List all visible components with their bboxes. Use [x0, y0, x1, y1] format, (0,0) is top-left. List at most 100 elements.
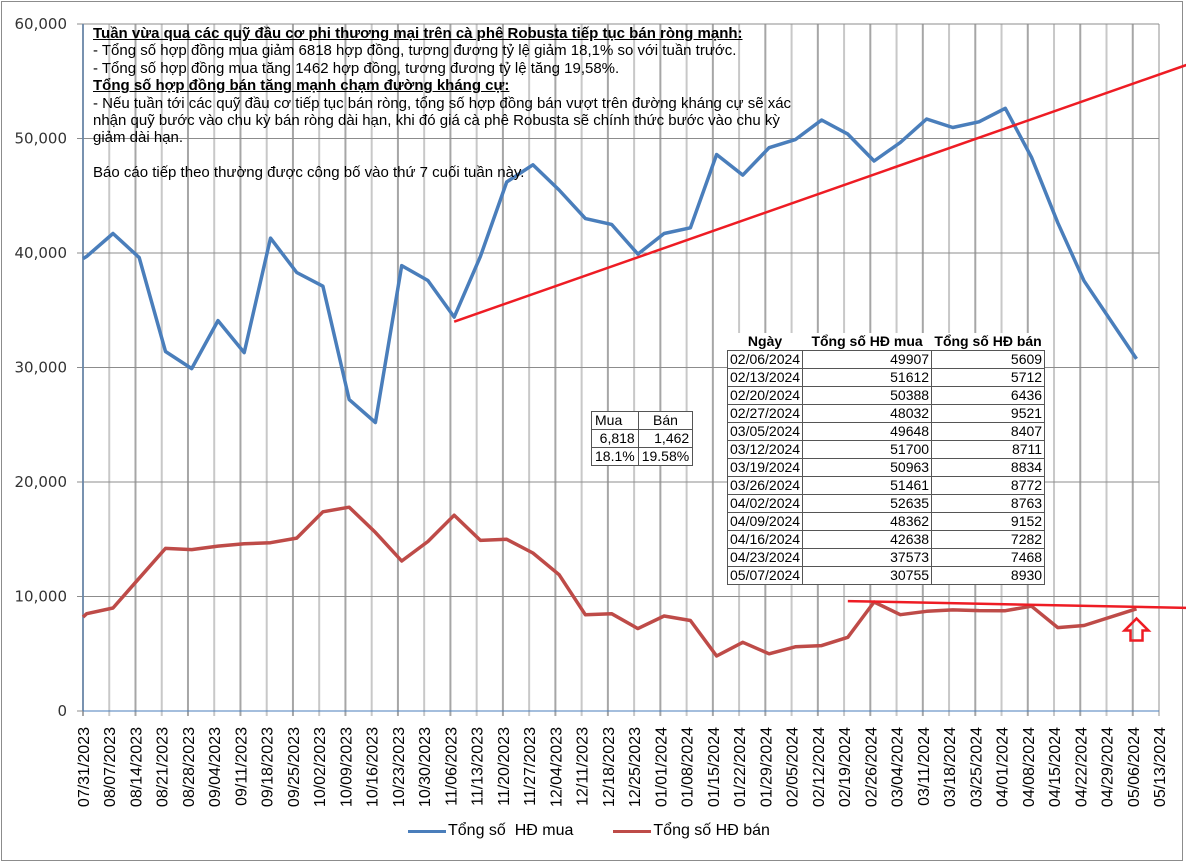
x-tick-label: 01/01/2024	[653, 727, 670, 807]
x-tick-label: 08/28/2023	[181, 727, 198, 807]
header-buy-total: Tổng số HĐ mua	[802, 333, 932, 351]
date-cell: 03/05/2024	[726, 422, 804, 441]
y-tick-label: 30,000	[15, 359, 68, 377]
x-tick-label: 09/25/2023	[286, 727, 303, 807]
x-tick-label: 11/20/2023	[496, 727, 513, 806]
sell-total-cell: 8763	[931, 494, 1046, 513]
sell-total-cell: 5609	[931, 350, 1046, 369]
chart-legend: Tổng số HĐ mua Tổng số HĐ bán	[408, 822, 770, 840]
table-row: 18.1% 19.58%	[591, 447, 694, 466]
x-tick-label: 02/26/2024	[863, 727, 880, 807]
sell-total-cell: 9521	[931, 404, 1046, 423]
buy-total-cell: 30755	[802, 566, 933, 585]
table-row: 05/07/2024 30755 8930	[726, 566, 1046, 585]
table-row: 04/02/2024 52635 8763	[726, 494, 1046, 513]
table-row: 6,818 1,462	[591, 429, 694, 448]
header-sell-total: Tổng số HĐ bán	[931, 333, 1045, 351]
x-tick-label: 02/12/2024	[811, 727, 828, 807]
next-report-note: Báo cáo tiếp theo thường được công bố và…	[93, 163, 525, 181]
date-cell: 04/09/2024	[726, 512, 804, 531]
sell-change-pct: 19.58%	[637, 447, 694, 466]
date-cell: 02/13/2024	[726, 368, 804, 387]
x-tick-label: 03/11/2024	[916, 727, 933, 806]
x-tick-label: 01/15/2024	[706, 727, 723, 807]
x-tick-label: 11/27/2023	[522, 727, 539, 806]
outlook-note: - Nếu tuần tới các quỹ đầu cơ tiếp tục b…	[93, 94, 792, 147]
table-header-row: Ngày Tổng số HĐ mua Tổng số HĐ bán	[727, 333, 1045, 351]
table-row: 04/23/2024 37573 7468	[726, 548, 1046, 567]
table-row: 03/12/2024 51700 8711	[726, 440, 1046, 459]
x-axis-tick-labels: 07/31/2023 08/07/2023 08/14/2023 08/21/2023…	[76, 727, 1169, 807]
y-tick-label: 50,000	[15, 130, 68, 148]
axes	[82, 24, 1159, 712]
date-cell: 04/16/2024	[726, 530, 804, 549]
trend-annotations	[453, 63, 1186, 642]
buy-contracts-note: - Tổng số hợp đồng mua giảm 6818 hợp đồn…	[93, 42, 737, 60]
sell-total-cell: 7468	[931, 548, 1046, 567]
table-row: 02/27/2024 48032 9521	[726, 404, 1046, 423]
buy-total-cell: 51461	[802, 476, 933, 495]
resistance-line-sell	[847, 599, 1186, 610]
buy-total-cell: 42638	[802, 530, 933, 549]
sell-total-cell: 6436	[931, 386, 1046, 405]
y-tick-label: 40,000	[15, 244, 68, 262]
date-cell: 02/27/2024	[726, 404, 804, 423]
sell-total-cell: 8834	[931, 458, 1046, 477]
x-tick-label: 12/11/2023	[575, 727, 592, 806]
heading-net-selling: Tuần vừa qua các quỹ đầu cơ phi thương m…	[93, 25, 743, 42]
support-line-buy	[453, 63, 1186, 323]
series-line-buy	[82, 106, 1138, 425]
weekly-positions-table: Ngày Tổng số HĐ mua Tổng số HĐ bán 02/06…	[726, 333, 1046, 585]
sell-change: 1,462	[637, 429, 694, 448]
x-tick-label: 04/22/2024	[1073, 727, 1090, 807]
table-row: 02/06/2024 49907 5609	[726, 350, 1046, 369]
date-cell: 03/19/2024	[726, 458, 804, 477]
series	[81, 106, 1138, 658]
buy-change: 6,818	[591, 429, 639, 448]
horizontal-gridlines	[77, 23, 1159, 712]
x-tick-label: 12/25/2023	[627, 727, 644, 807]
x-tick-label: 12/04/2023	[548, 727, 565, 807]
date-cell: 03/12/2024	[726, 440, 804, 459]
header-sell: Bán	[637, 411, 694, 430]
buy-total-cell: 51700	[802, 440, 933, 459]
x-tick-label: 05/13/2024	[1152, 727, 1169, 807]
x-tick-label: 04/15/2024	[1047, 727, 1064, 807]
analysis-text: Tuần vừa qua các quỹ đầu cơ phi thương m…	[93, 25, 813, 181]
sell-total-cell: 9152	[931, 512, 1046, 531]
x-tick-label: 03/18/2024	[942, 727, 959, 807]
y-tick-label: 10,000	[15, 588, 68, 606]
table-row: 03/05/2024 49648 8407	[726, 422, 1046, 441]
y-tick-label: 60,000	[15, 15, 68, 33]
table-row: 02/20/2024 50388 6436	[726, 386, 1046, 405]
x-tick-label: 10/02/2023	[312, 727, 329, 807]
x-tick-label: 02/19/2024	[837, 727, 854, 807]
x-tick-label: 08/14/2023	[128, 727, 145, 807]
sell-total-cell: 8930	[931, 566, 1046, 585]
x-tick-label: 03/25/2024	[968, 727, 985, 807]
date-cell: 04/23/2024	[726, 548, 804, 567]
x-tick-label: 01/22/2024	[732, 727, 749, 807]
table-row: 03/19/2024 50963 8834	[726, 458, 1046, 477]
buy-total-cell: 49648	[802, 422, 933, 441]
buy-total-cell: 51612	[802, 368, 933, 387]
y-axis-tick-labels: 0 10,000 20,000 30,000 40,000 50,000 60,000	[15, 15, 68, 720]
table-row: 04/09/2024 48362 9152	[726, 512, 1046, 531]
header-buy: Mua	[591, 411, 639, 430]
buy-total-cell: 50388	[802, 386, 933, 405]
buy-total-cell: 37573	[802, 548, 933, 567]
table-header-row: Mua Bán	[591, 411, 694, 430]
legend-swatch-buy	[408, 829, 446, 833]
buy-change-pct: 18.1%	[591, 447, 639, 466]
date-cell: 03/26/2024	[726, 476, 804, 495]
x-tick-label: 09/11/2023	[233, 727, 250, 806]
legend-item-sell: Tổng số HĐ bán	[613, 822, 770, 840]
date-cell: 04/02/2024	[726, 494, 804, 513]
buy-total-cell: 52635	[802, 494, 933, 513]
legend-swatch-sell	[613, 829, 652, 833]
x-tick-label: 10/30/2023	[417, 727, 434, 807]
breakout-arrow-icon	[1121, 616, 1152, 642]
sell-total-cell: 8407	[931, 422, 1046, 441]
table-row: 03/26/2024 51461 8772	[726, 476, 1046, 495]
